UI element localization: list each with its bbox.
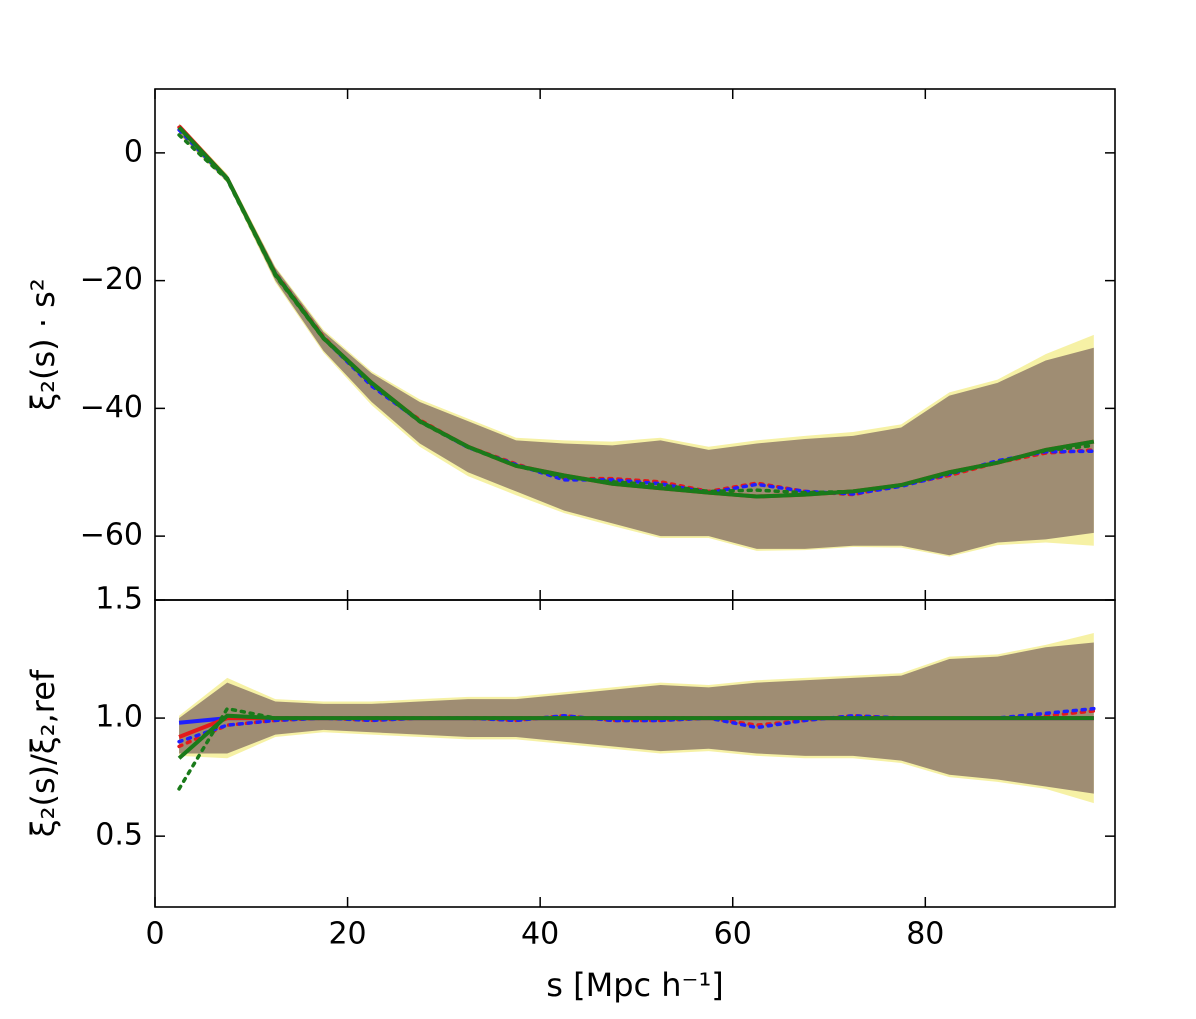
y-tick-label: 1.0 — [95, 700, 143, 735]
x-tick-label: 40 — [521, 917, 559, 952]
x-axis-label: s [Mpc h⁻¹] — [546, 966, 724, 1004]
axes-frame — [154, 599, 1116, 908]
y-tick-label: 0.5 — [95, 818, 143, 853]
y-tick-label: −20 — [80, 262, 143, 297]
x-tick-label: 20 — [328, 917, 366, 952]
plot-area — [177, 633, 1096, 804]
series-line — [177, 125, 1095, 499]
y-axis-label: ξ₂(s) · s² — [24, 278, 62, 410]
y-tick-label: 1.5 — [95, 582, 143, 617]
y-tick-label: −60 — [80, 518, 143, 553]
y-tick-label: −40 — [80, 390, 143, 425]
x-tick-label: 60 — [714, 917, 752, 952]
x-tick-label: 80 — [906, 917, 944, 952]
series-line — [177, 713, 1094, 760]
plot-area — [177, 123, 1096, 557]
error-band — [179, 124, 1094, 556]
y-tick-label: 0 — [124, 134, 143, 169]
y-axis-label: ξ₂(s)/ξ₂,ref — [24, 669, 62, 837]
x-tick-label: 0 — [145, 917, 164, 952]
